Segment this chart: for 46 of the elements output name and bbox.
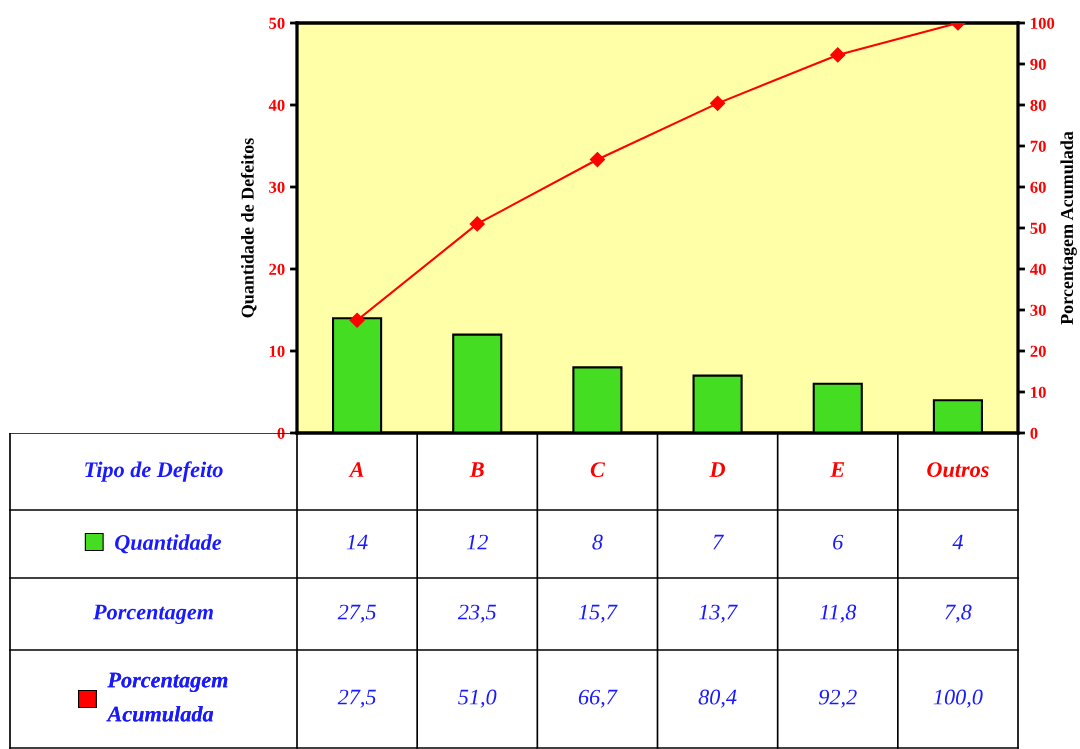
y2-tick-label: 20 <box>1030 345 1046 357</box>
x-axis-title: Tipo de Defeito <box>85 461 223 482</box>
y2-tick-label: 70 <box>1030 140 1046 152</box>
x-tick-label: C <box>590 462 606 478</box>
x-tick-label: E <box>830 462 845 477</box>
x-tick-label: D <box>709 462 726 477</box>
y2-tick-label: 50 <box>1030 222 1046 234</box>
y2-tick-label: 30 <box>1030 304 1046 316</box>
data-label: 4 <box>952 534 963 550</box>
text: 7,8 <box>945 604 972 623</box>
text: 27,5 <box>337 604 376 623</box>
text: Porcentagem <box>93 604 213 625</box>
data-label: 14 <box>346 534 368 550</box>
y2-tick-label: 100 <box>1031 17 1055 29</box>
x-tick-label: A <box>348 462 364 477</box>
legend-label: Quantidade <box>115 534 222 554</box>
y-axis-title: Quantidade de Defeitos <box>240 138 257 318</box>
text: 23,5 <box>457 604 497 623</box>
y2-tick-label: 90 <box>1030 58 1046 70</box>
y-tick-label: 10 <box>269 345 285 357</box>
y2-tick-label: 60 <box>1030 181 1046 193</box>
legend-label: Porcentagem Acumulada <box>106 672 228 722</box>
y2-tick-label: 40 <box>1030 263 1046 275</box>
x-tick-label: B <box>469 462 484 477</box>
y2-tick-label: 80 <box>1030 99 1046 111</box>
text: 15,7 <box>578 604 618 623</box>
y-tick-label: 50 <box>269 17 285 29</box>
y2-tick-label: 0 <box>1030 427 1038 439</box>
y-tick-label: 40 <box>268 99 285 111</box>
data-label: 66,7 <box>578 689 618 708</box>
data-label: 8 <box>592 534 603 550</box>
text: 11,8 <box>819 604 857 623</box>
data-label: 12 <box>466 534 488 550</box>
x-tick-label: Outros <box>927 462 989 478</box>
data-label: 100,0 <box>933 689 983 708</box>
data-label: 80,4 <box>698 689 737 708</box>
data-label: 92,2 <box>818 689 857 708</box>
y-tick-label: 20 <box>269 263 285 275</box>
y-tick-label: 30 <box>269 181 285 193</box>
y2-axis-title: Porcentagem Acumulada <box>1060 131 1077 325</box>
data-label: 7 <box>713 534 724 550</box>
y2-tick-label: 10 <box>1031 386 1046 398</box>
data-label: 51,0 <box>458 689 497 708</box>
text: 13,7 <box>698 604 738 623</box>
data-label: 27,5 <box>337 689 376 708</box>
data-label: 6 <box>833 534 844 550</box>
